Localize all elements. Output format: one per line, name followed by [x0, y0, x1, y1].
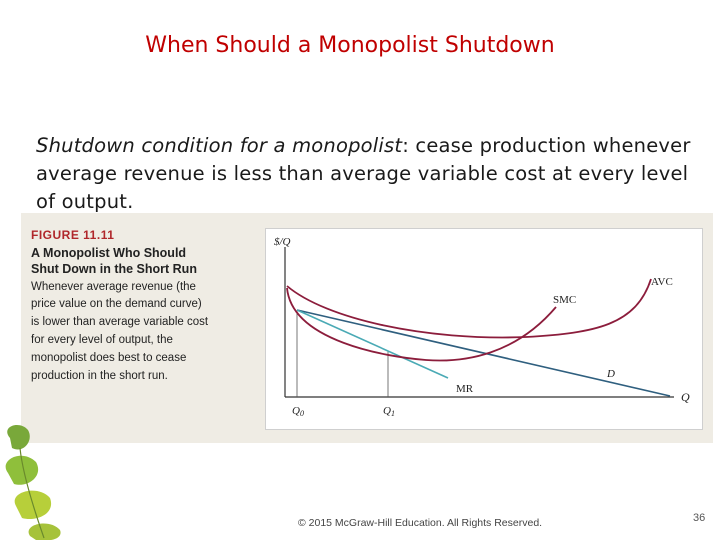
series-label-d: D — [606, 368, 615, 380]
page-number: 36 — [693, 512, 706, 524]
x-axis-label: Q — [681, 390, 690, 404]
y-axis-label: $/Q — [274, 236, 291, 248]
tick-label-q0: Q0 — [292, 405, 304, 418]
series-mr-line — [296, 309, 449, 379]
slide-title: When Should a Monopolist Shutdown — [145, 33, 555, 58]
series-smc-line — [286, 287, 557, 362]
figure-label: FIGURE 11.11 — [31, 228, 115, 242]
copyright-footer: © 2015 McGraw-Hill Education. All Rights… — [298, 517, 543, 529]
chart-svg: $/Q Q Q0 Q1 AVC SMC D MR — [274, 236, 690, 418]
shutdown-condition-text: Shutdown condition for a monopolist: cea… — [36, 132, 701, 216]
series-avc-line — [286, 278, 652, 339]
series-label-avc: AVC — [651, 276, 673, 288]
series-d-line — [296, 309, 671, 397]
series-label-mr: MR — [456, 383, 474, 395]
shutdown-condition-term: Shutdown condition for a monopolist — [36, 134, 403, 157]
figure-caption: Whenever average revenue (the price valu… — [31, 280, 209, 382]
figure-title: A Monopolist Who Should Shut Down in the… — [31, 245, 197, 277]
tick-label-q1: Q1 — [383, 405, 395, 418]
figure-text: FIGURE 11.11 A Monopolist Who Should Shu… — [31, 227, 209, 385]
chart: $/Q Q Q0 Q1 AVC SMC D MR — [265, 228, 703, 430]
series-label-smc: SMC — [553, 294, 576, 306]
shutdown-condition-definition: : cease production whenever average reve… — [36, 134, 691, 213]
decorative-leaf-graphic — [0, 418, 70, 541]
